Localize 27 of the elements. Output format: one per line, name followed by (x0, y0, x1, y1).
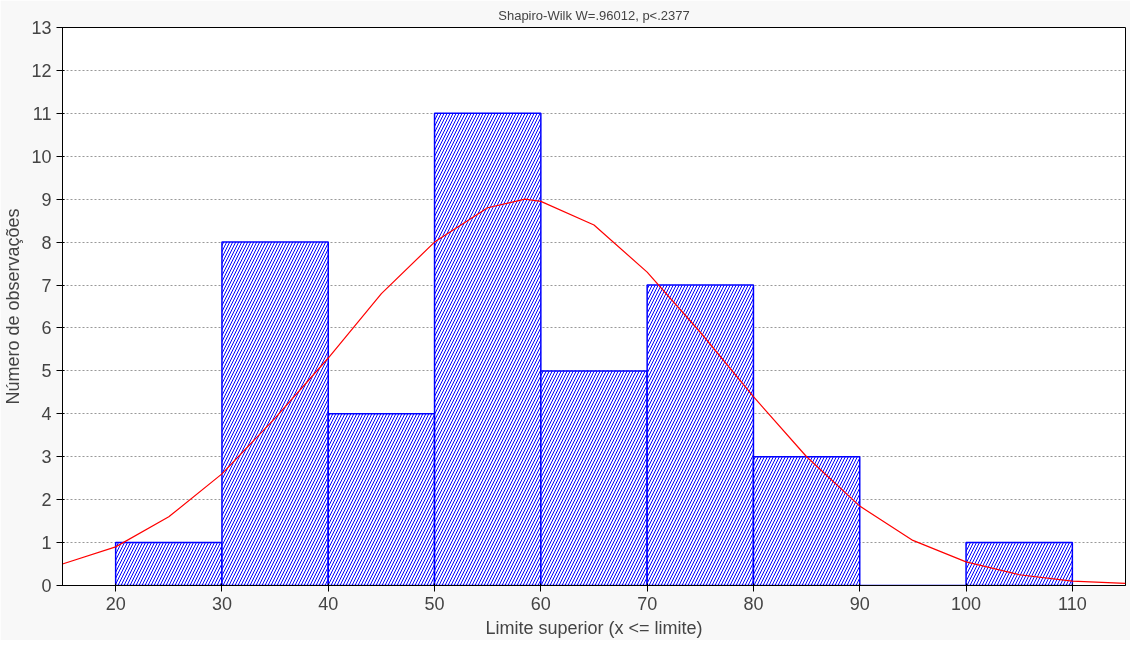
y-tick-label: 10 (31, 146, 52, 167)
y-tick-label: 5 (41, 361, 52, 382)
x-tick-label: 30 (211, 593, 232, 614)
x-tick-label: 20 (105, 593, 126, 614)
x-tick-label: 100 (951, 593, 982, 614)
y-tick-label: 4 (41, 404, 52, 425)
y-tick-label: 3 (41, 447, 52, 468)
y-tick-label: 1 (41, 533, 52, 554)
y-tick-label: 0 (41, 576, 52, 596)
y-tick-label: 13 (31, 18, 52, 38)
x-tick-label: 50 (424, 593, 445, 614)
y-tick-label: 11 (32, 103, 52, 124)
chart-title: Shapiro-Wilk W=.96012, p<.2377 (498, 7, 690, 23)
x-tick-label: 40 (318, 593, 339, 614)
x-tick-label: 90 (849, 593, 870, 614)
y-tick-label: 9 (41, 189, 52, 210)
x-tick-label: 70 (637, 593, 658, 614)
x-tick-label: 80 (743, 593, 764, 614)
x-tick-label: 60 (530, 593, 551, 614)
y-tick-label: 8 (41, 232, 52, 253)
x-tick-label: 110 (1058, 593, 1087, 614)
x-axis-title: Limite superior (x <= limite) (485, 617, 703, 638)
y-tick-label: 12 (31, 60, 52, 81)
y-axis-title: Número de observações (3, 208, 24, 405)
y-tick-label: 2 (41, 490, 52, 511)
y-tick-label: 6 (41, 318, 52, 339)
y-tick-label: 7 (41, 275, 52, 296)
